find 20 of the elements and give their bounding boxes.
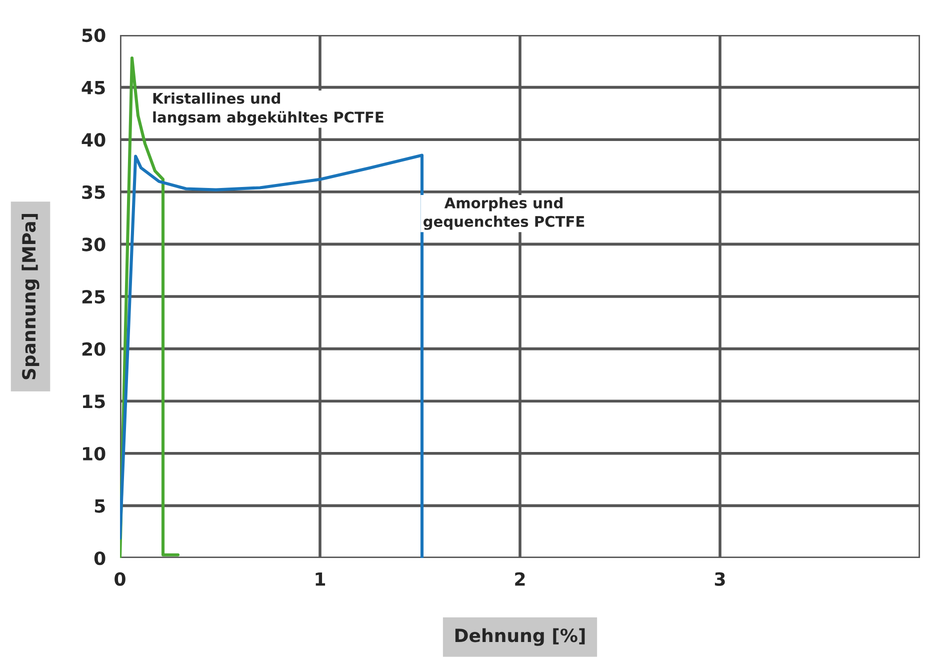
line-series bbox=[120, 154, 424, 558]
annotation: Amorphes und gequenchtes PCTFE bbox=[423, 197, 584, 230]
y-axis-title: Spannung [MPa] bbox=[22, 214, 40, 380]
y-tick-label: 10 bbox=[83, 446, 106, 461]
x-tick-label: 3 bbox=[714, 572, 725, 586]
y-tick-label: 40 bbox=[82, 133, 106, 147]
y-tick-label: 25 bbox=[82, 290, 105, 304]
y-tick-label: 5 bbox=[94, 499, 105, 513]
y-tick-label: 30 bbox=[82, 238, 106, 252]
y-tick-label: 50 bbox=[82, 28, 106, 42]
x-tick-label: 1 bbox=[316, 572, 326, 586]
y-tick-label: 35 bbox=[82, 185, 105, 200]
x-tick-label: 2 bbox=[515, 572, 525, 586]
y-tick-label: 45 bbox=[82, 80, 105, 94]
y-tick-label: 20 bbox=[82, 342, 106, 356]
x-tick-label: 0 bbox=[114, 572, 126, 586]
annotation: Kristallines und langsam abgekühltes PCTFE bbox=[153, 92, 384, 126]
y-tick-label: 15 bbox=[83, 394, 105, 408]
x-axis-title: Dehnung [%] bbox=[455, 628, 585, 646]
y-tick-label: 0 bbox=[94, 551, 106, 566]
